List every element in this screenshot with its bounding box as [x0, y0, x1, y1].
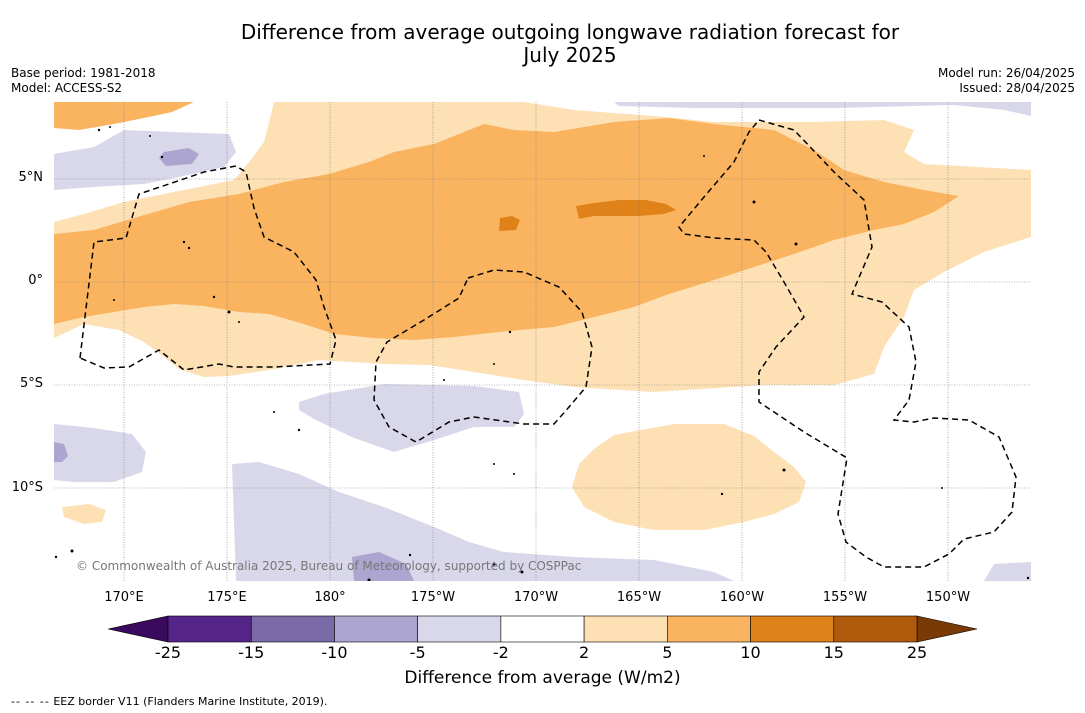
colorbar-segment: [833, 615, 918, 643]
model-run-text: Model run: 26/04/2025: [937, 66, 1075, 80]
model-text: Model: ACCESS-S2: [11, 81, 123, 95]
footnote-text: EEZ border V11 (Flanders Marine Institut…: [53, 695, 328, 708]
colorbar-tick-label: -25: [154, 643, 182, 662]
colorbar-tick-label: -15: [238, 643, 265, 662]
colorbar-tick-label: 15: [823, 643, 844, 662]
pos-medium-top-left: [54, 102, 194, 130]
lon-label-170w: 170°W: [513, 590, 559, 605]
neg-region-south-band: [232, 462, 734, 581]
issued-text: Issued: 28/04/2025: [959, 81, 1075, 95]
colorbar-tick-label: -5: [409, 643, 426, 662]
eez-borders: [79, 119, 1017, 568]
colorbar-tick-label: -2: [492, 643, 509, 662]
pos-light-west-patch: [62, 504, 106, 524]
colorbar-segment: [250, 615, 335, 643]
lat-label-eq: 0°: [28, 273, 43, 288]
base-period-text: Base period: 1981-2018: [11, 66, 156, 80]
colorbar-label: Difference from average (W/m2): [404, 668, 681, 688]
neg-region-west-south: [54, 424, 146, 482]
neg-core-south: [352, 552, 414, 581]
copyright-notice: © Commonwealth of Australia 2025, Bureau…: [76, 559, 582, 573]
colorbar-segment: [167, 615, 252, 643]
neg-region-top-right: [614, 102, 1031, 116]
islands: [54, 126, 1030, 581]
lon-label-155w: 155°W: [822, 590, 868, 605]
lon-label-175w: 175°W: [410, 590, 456, 605]
eez-legend-symbol: -- -- --: [11, 695, 50, 708]
colorbar-tick-label: 25: [906, 643, 928, 662]
colorbar-extend-high: [916, 615, 978, 643]
footnote: -- -- -- EEZ border V11 (Flanders Marine…: [11, 695, 327, 708]
lon-label-160w: 160°W: [719, 590, 765, 605]
colorbar-tick-label: 2: [579, 643, 590, 662]
colorbar-segment: [417, 615, 502, 643]
neg-core-west: [54, 442, 68, 462]
neg-core-nw: [159, 148, 199, 166]
colorbar-segment: [500, 615, 585, 643]
colorbar-segment: [334, 615, 418, 643]
title-line-2: July 2025: [523, 43, 617, 67]
lat-label-5n: 5°N: [18, 170, 44, 185]
colorbar-tick-label: 5: [662, 643, 673, 662]
map-title: Difference from average outgoing longwav…: [0, 21, 1085, 67]
lat-label-10s: 10°S: [11, 480, 43, 495]
lon-label-175e: 175°E: [207, 590, 247, 605]
meta-right: Model run: 26/04/2025 Issued: 28/04/2025: [938, 66, 1075, 96]
eez-border-central: [373, 269, 593, 443]
colorbar: [107, 615, 978, 643]
neg-region-se-corner: [984, 562, 1031, 581]
colorbar-extend-low: [107, 615, 169, 643]
colorbar-segment: [667, 615, 751, 643]
eez-border-tokelau-west: [79, 165, 337, 371]
meta-left: Base period: 1981-2018 Model: ACCESS-S2: [11, 66, 156, 96]
pos-light-south-patch: [572, 424, 806, 530]
map-panel: [54, 102, 1031, 581]
lon-label-170e: 170°E: [104, 590, 144, 605]
lon-label-180: 180°: [314, 590, 346, 605]
colorbar-tick-label: 10: [740, 643, 761, 662]
lon-label-150w: 150°W: [925, 590, 971, 605]
neg-region-central-south: [299, 384, 524, 452]
lon-label-165w: 165°W: [616, 590, 662, 605]
colorbar-svg: [107, 615, 978, 643]
colorbar-segment: [750, 615, 835, 643]
neg-region-nw: [54, 130, 236, 190]
colorbar-segment: [583, 615, 668, 643]
olr-anomaly-map: [54, 102, 1031, 581]
title-line-1: Difference from average outgoing longwav…: [240, 20, 900, 44]
gridlines: [54, 102, 1031, 581]
colorbar-tick-label: -10: [321, 643, 348, 662]
lat-label-5s: 5°S: [19, 376, 43, 391]
pos-strong-core: [576, 200, 676, 219]
pos-strong-speck: [499, 216, 520, 231]
